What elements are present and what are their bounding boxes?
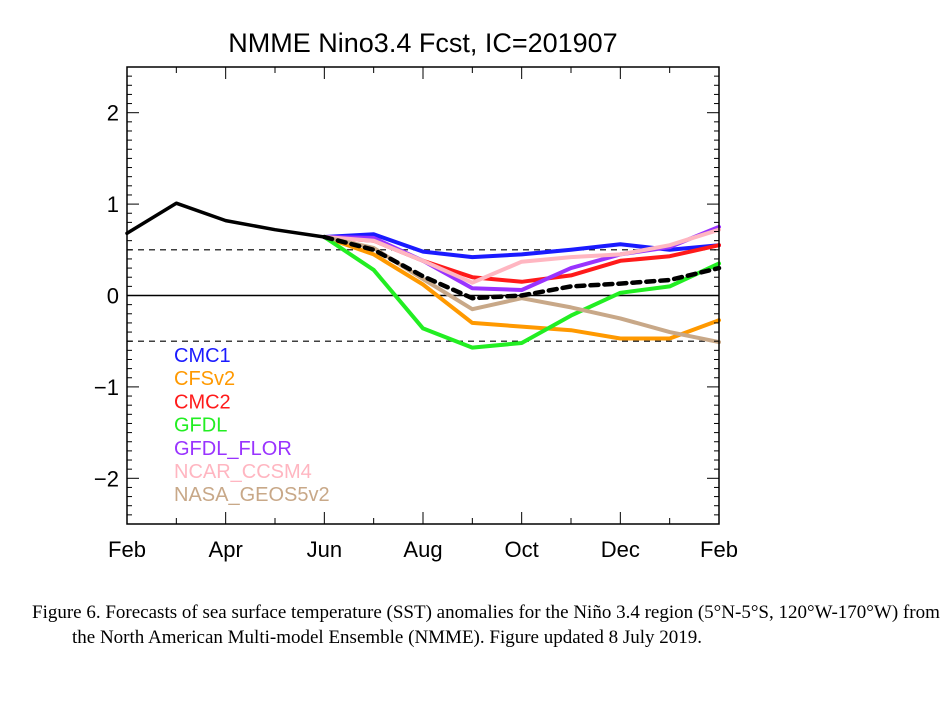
y-tick-label: −2: [94, 466, 119, 491]
observed-line: [125, 201, 327, 239]
legend-entry-cmc2: CMC2: [174, 391, 231, 413]
x-tick-label: Feb: [700, 537, 738, 562]
legend-entry-ncar-ccsm4: NCAR_CCSM4: [174, 461, 312, 483]
series-line-cfsv2: [322, 235, 721, 341]
ensemble-mean-line: [322, 234, 722, 301]
figure-caption: Figure 6. Forecasts of sea surface tempe…: [32, 602, 940, 648]
y-tick-label: −1: [94, 375, 119, 400]
x-tick-label: Oct: [505, 537, 539, 562]
legend: CMC1CFSv2CMC2GFDLGFDL_FLORNCAR_CCSM4NASA…: [174, 345, 330, 506]
x-tick-label: Jun: [307, 537, 342, 562]
x-tick-label: Apr: [209, 537, 243, 562]
legend-entry-cfsv2: CFSv2: [174, 368, 235, 390]
legend-entry-nasa-geos5v2: NASA_GEOS5v2: [174, 484, 330, 506]
legend-entry-cmc1: CMC1: [174, 345, 231, 367]
y-tick-label: 2: [107, 101, 119, 126]
series-line-gfdl: [322, 235, 721, 350]
x-tick-label: Dec: [601, 537, 640, 562]
y-tick-label: 0: [107, 284, 119, 309]
chart-title: NMME Nino3.4 Fcst, IC=201907: [228, 28, 617, 58]
x-tick-label: Aug: [403, 537, 442, 562]
legend-entry-gfdl-flor: GFDL_FLOR: [174, 438, 292, 460]
series-line-ncar-ccsm4: [322, 227, 721, 285]
legend-entry-gfdl: GFDL: [174, 415, 227, 437]
x-tick-label: Feb: [108, 537, 146, 562]
y-tick-label: 1: [107, 192, 119, 217]
plot-area: −2 −1 0 1 2 Feb Apr Jun Aug Oct Dec Feb: [94, 66, 738, 562]
